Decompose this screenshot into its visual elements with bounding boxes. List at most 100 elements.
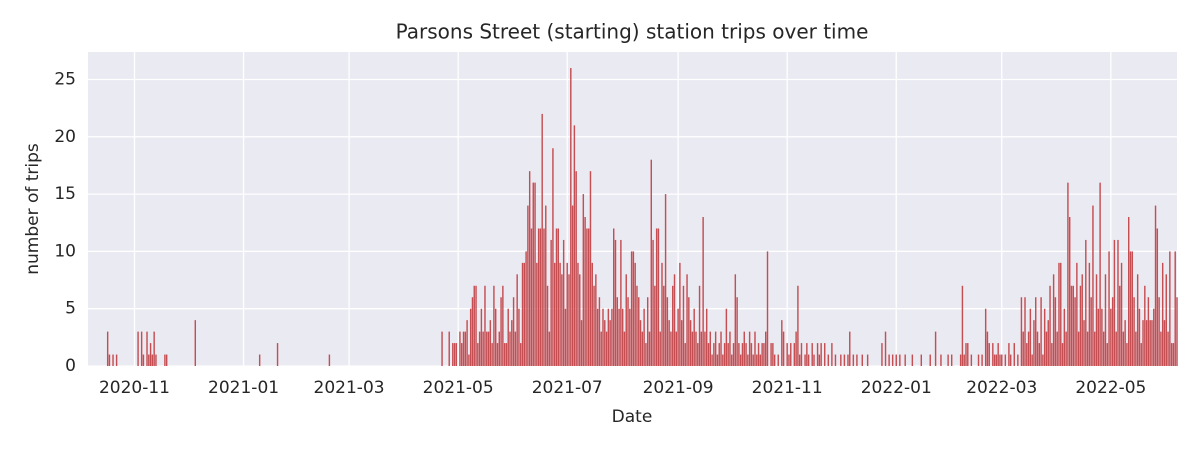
bar <box>1009 354 1012 366</box>
bar <box>632 251 635 366</box>
bar <box>579 274 581 366</box>
bar <box>1135 331 1137 366</box>
bar <box>477 343 479 366</box>
bar <box>950 354 953 366</box>
bar <box>468 354 470 366</box>
bar <box>800 343 803 366</box>
bar <box>496 343 499 366</box>
bar <box>503 343 506 366</box>
bar <box>106 331 109 366</box>
bar <box>575 171 577 366</box>
bar <box>849 331 851 366</box>
bar <box>634 262 636 366</box>
x-tick-label: 2020-11 <box>99 378 170 398</box>
bar <box>455 343 458 366</box>
bar <box>505 343 508 366</box>
bar <box>523 262 526 366</box>
bar <box>766 251 769 366</box>
bar <box>786 343 788 366</box>
bar <box>1129 251 1132 366</box>
bar <box>1106 343 1108 366</box>
bar <box>566 262 568 366</box>
bar <box>732 343 735 366</box>
bar <box>741 343 744 366</box>
bar <box>1047 320 1049 366</box>
bar <box>1029 308 1032 366</box>
bar <box>153 331 155 366</box>
bar <box>1104 274 1107 366</box>
bar <box>1174 251 1176 366</box>
y-tick-label: 5 <box>65 299 76 319</box>
bar <box>834 354 837 366</box>
bar <box>861 354 863 366</box>
bar <box>602 308 604 366</box>
bar <box>911 354 914 366</box>
bar <box>471 297 474 366</box>
bar <box>831 343 833 366</box>
bar <box>1160 331 1162 366</box>
bar <box>155 354 157 366</box>
bar <box>686 274 688 366</box>
bar <box>571 205 574 366</box>
bar <box>1072 285 1075 366</box>
bar <box>967 343 969 366</box>
bar <box>639 320 642 366</box>
bar <box>1147 297 1150 366</box>
bar <box>543 228 545 366</box>
bar <box>461 343 463 366</box>
bar <box>675 331 678 366</box>
y-axis-label: number of trips <box>23 143 43 275</box>
bar <box>661 262 663 366</box>
bar <box>500 297 502 366</box>
bar <box>797 285 799 366</box>
bar <box>820 343 822 366</box>
bar <box>1051 343 1053 366</box>
bar <box>482 331 484 366</box>
bar <box>961 285 964 366</box>
bar <box>627 297 629 366</box>
bar <box>752 354 754 366</box>
bar <box>645 343 647 366</box>
bar <box>605 331 608 366</box>
bar <box>641 331 644 366</box>
bar <box>1092 205 1094 366</box>
bar <box>992 343 994 366</box>
bar <box>1049 285 1051 366</box>
bar <box>1031 354 1033 366</box>
bar <box>798 354 801 366</box>
bar <box>668 320 670 366</box>
bar <box>489 320 492 366</box>
bar <box>1120 262 1123 366</box>
bar <box>1122 331 1125 366</box>
bar <box>813 354 815 366</box>
bar <box>502 285 504 366</box>
bar <box>988 343 990 366</box>
bar <box>453 343 456 366</box>
bar <box>811 343 813 366</box>
bar <box>1068 217 1071 366</box>
bar <box>1004 354 1007 366</box>
bar <box>459 331 461 366</box>
bar <box>1108 251 1110 366</box>
bar <box>1058 262 1060 366</box>
plot-area <box>88 52 1177 366</box>
bar <box>770 343 772 366</box>
x-tick-label: 2021-01 <box>208 378 279 398</box>
bar <box>539 228 542 366</box>
bar <box>695 331 697 366</box>
x-tick-label: 2021-05 <box>423 378 494 398</box>
bar <box>638 297 640 366</box>
x-tick-label: 2021-03 <box>314 378 385 398</box>
bar <box>827 354 830 366</box>
bar <box>478 331 481 366</box>
bar <box>1165 274 1167 366</box>
bar <box>630 251 633 366</box>
bar <box>507 308 509 366</box>
bar <box>1176 297 1178 366</box>
bar <box>536 262 538 366</box>
bar <box>1133 297 1135 366</box>
bar <box>1079 285 1082 366</box>
bar <box>546 285 549 366</box>
bar <box>448 331 450 366</box>
bar <box>754 331 756 366</box>
